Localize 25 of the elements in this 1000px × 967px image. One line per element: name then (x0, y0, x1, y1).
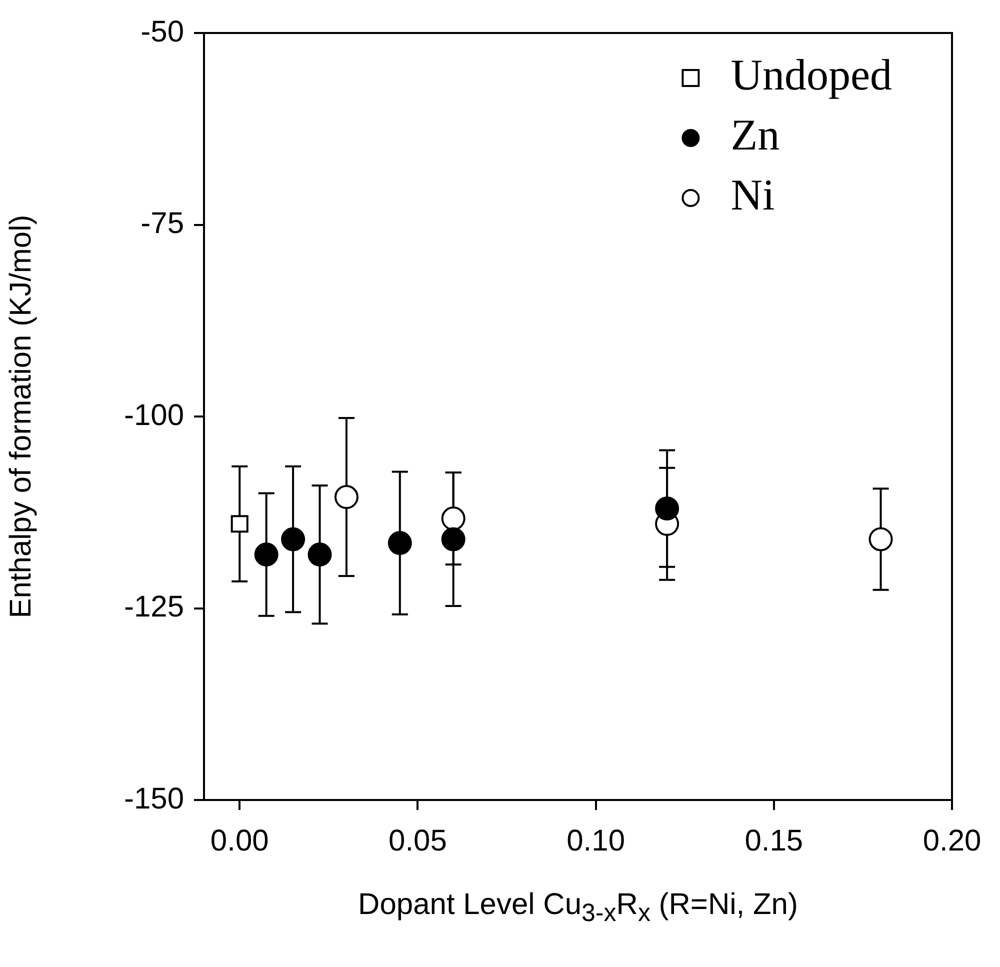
point (868, 527, 893, 552)
x-tick-label: 0.15 (744, 824, 804, 858)
legend-label: Undoped (730, 50, 892, 100)
y-tick-label: -125 (124, 590, 184, 624)
point (334, 485, 358, 510)
legend-label: Zn (730, 110, 780, 160)
point (388, 531, 412, 556)
x-tick-label: 0.05 (388, 824, 447, 858)
point (441, 527, 466, 552)
y-tick-label: -150 (124, 782, 184, 816)
y-axis-title: Enthalpy of formation (KJ/mol) (4, 214, 38, 618)
y-tick-label: -75 (140, 207, 184, 240)
y-tick-label: -100 (124, 398, 184, 432)
y-tick-label: -50 (140, 15, 184, 48)
x-tick-label: 0.00 (210, 824, 269, 858)
x-tick-label: 0.10 (566, 824, 626, 858)
x-tick-label: 0.20 (922, 824, 982, 858)
point (254, 542, 278, 567)
point (655, 496, 680, 521)
x-axis-title: Dopant Level Cu$_{3-x}$R$_{x}$ (R=Ni, Zn) (357, 888, 799, 928)
point (308, 542, 332, 567)
point (230, 515, 248, 533)
point (281, 527, 306, 552)
point (441, 506, 466, 531)
legend-label: Ni (730, 170, 775, 220)
